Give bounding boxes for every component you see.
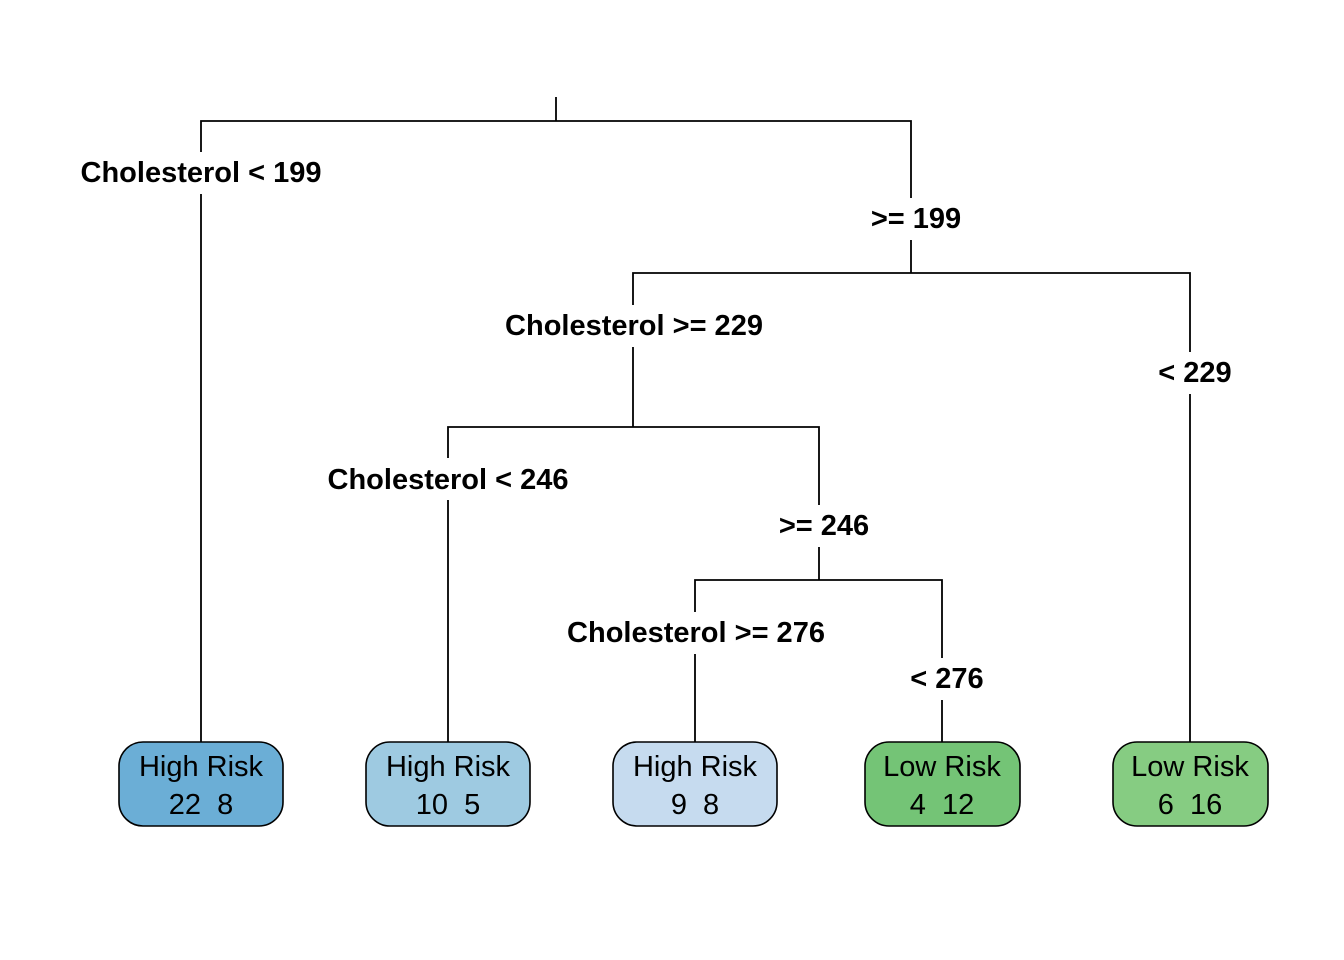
- leaf-1-box: [118, 741, 284, 827]
- split-4-branch-left: [694, 579, 819, 742]
- split-1-branch-right: [556, 120, 912, 273]
- split-3-branch-left: [447, 426, 633, 742]
- leaf-node: Low Risk 4 12: [864, 741, 1021, 827]
- split-2: Cholesterol >= 229 < 229: [486, 272, 1240, 742]
- leaf-2-box: [365, 741, 531, 827]
- split-4-right-label: < 276: [910, 663, 983, 695]
- leaf-4-box: [864, 741, 1021, 827]
- split-1-right-label: >= 199: [871, 203, 961, 235]
- leaf-2-label: High Risk: [386, 751, 511, 783]
- leaf-4-label: Low Risk: [883, 751, 1001, 783]
- leaf-3-label: High Risk: [633, 751, 758, 783]
- leaf-node: High Risk 9 8: [612, 741, 778, 827]
- leaf-3-counts: 9 8: [671, 789, 719, 821]
- split-3-right-label: >= 246: [779, 510, 869, 542]
- split-3-left-label: Cholesterol < 246: [328, 464, 569, 496]
- split-2-right-label: < 229: [1158, 357, 1231, 389]
- leaf-5-box: [1112, 741, 1269, 827]
- split-4-left-label: Cholesterol >= 276: [567, 617, 825, 649]
- leaf-node: High Risk 22 8: [118, 741, 284, 827]
- split-2-branch-left: [632, 272, 911, 427]
- split-1-branch-left: [200, 120, 556, 742]
- leaf-node: Low Risk 6 16: [1112, 741, 1269, 827]
- leaf-2-counts: 10 5: [416, 789, 481, 821]
- leaf-5-counts: 6 16: [1158, 789, 1223, 821]
- leaf-1-label: High Risk: [139, 751, 264, 783]
- split-3-branch-right: [633, 426, 820, 580]
- split-3: Cholesterol < 246 >= 246: [310, 426, 878, 742]
- leaf-node: High Risk 10 5: [365, 741, 531, 827]
- split-1: Cholesterol < 199 >= 199: [64, 97, 970, 742]
- split-4: Cholesterol >= 276 < 276: [548, 579, 992, 742]
- split-2-branch-right: [911, 272, 1191, 742]
- split-1-left-label: Cholesterol < 199: [81, 157, 322, 189]
- leaf-4-counts: 4 12: [910, 789, 975, 821]
- leaf-1-counts: 22 8: [169, 789, 234, 821]
- leaf-5-label: Low Risk: [1131, 751, 1249, 783]
- leaf-3-box: [612, 741, 778, 827]
- split-2-left-label: Cholesterol >= 229: [505, 310, 763, 342]
